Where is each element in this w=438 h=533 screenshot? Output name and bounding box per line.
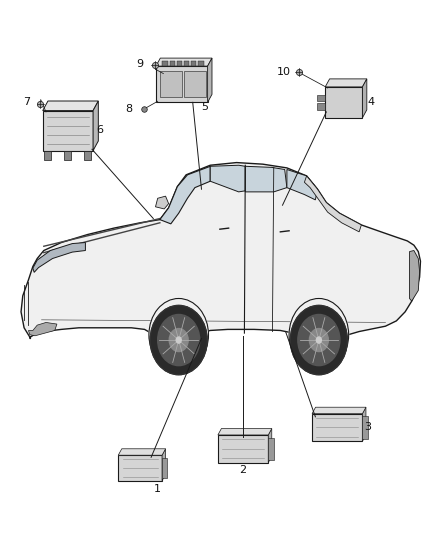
Polygon shape <box>268 429 272 463</box>
FancyBboxPatch shape <box>156 66 208 102</box>
Polygon shape <box>325 79 367 87</box>
Bar <box>177 61 182 66</box>
Polygon shape <box>162 449 166 481</box>
Circle shape <box>169 328 188 352</box>
Text: 6: 6 <box>96 125 103 134</box>
FancyBboxPatch shape <box>118 455 162 481</box>
Bar <box>362 416 368 439</box>
Polygon shape <box>93 101 98 150</box>
Circle shape <box>289 298 349 371</box>
Bar <box>317 95 325 101</box>
Polygon shape <box>156 58 212 66</box>
Polygon shape <box>304 176 361 232</box>
Polygon shape <box>218 429 272 435</box>
Bar <box>160 71 182 97</box>
Polygon shape <box>245 166 287 192</box>
Text: 7: 7 <box>24 98 31 107</box>
Bar <box>268 438 273 460</box>
Circle shape <box>309 328 328 352</box>
Circle shape <box>149 298 208 371</box>
Bar <box>170 61 175 66</box>
Circle shape <box>290 305 347 375</box>
Text: 3: 3 <box>364 423 371 432</box>
Polygon shape <box>155 196 169 209</box>
Bar <box>45 150 52 160</box>
Polygon shape <box>160 166 210 224</box>
Text: 5: 5 <box>201 102 208 111</box>
Polygon shape <box>312 407 366 414</box>
Polygon shape <box>362 407 366 441</box>
Polygon shape <box>208 58 212 102</box>
Circle shape <box>150 305 207 375</box>
Polygon shape <box>362 79 367 118</box>
Text: 1: 1 <box>154 484 161 494</box>
Polygon shape <box>28 322 57 336</box>
Bar <box>184 71 206 97</box>
Text: 9: 9 <box>137 59 144 69</box>
Polygon shape <box>287 169 318 200</box>
Text: 4: 4 <box>368 98 375 107</box>
Polygon shape <box>33 243 85 272</box>
Text: 8: 8 <box>126 104 133 114</box>
FancyBboxPatch shape <box>312 414 362 441</box>
Polygon shape <box>21 163 420 341</box>
Circle shape <box>298 314 340 366</box>
Bar <box>198 61 204 66</box>
Bar <box>184 61 189 66</box>
Circle shape <box>158 314 200 366</box>
Bar <box>162 458 167 478</box>
FancyBboxPatch shape <box>325 87 362 118</box>
Bar <box>64 150 71 160</box>
Text: 10: 10 <box>276 67 290 77</box>
Polygon shape <box>410 251 420 301</box>
FancyBboxPatch shape <box>42 111 93 150</box>
Circle shape <box>176 337 181 343</box>
Text: 2: 2 <box>240 465 247 475</box>
FancyBboxPatch shape <box>218 435 268 463</box>
Polygon shape <box>118 449 166 455</box>
Bar <box>84 150 91 160</box>
Bar <box>162 61 168 66</box>
Circle shape <box>316 337 321 343</box>
Polygon shape <box>210 165 245 192</box>
Bar <box>191 61 196 66</box>
Bar <box>317 103 325 110</box>
Polygon shape <box>42 101 98 111</box>
